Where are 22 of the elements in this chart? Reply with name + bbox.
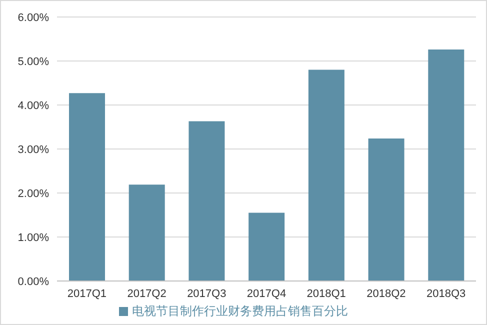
y-tick-label: 0.00% <box>18 276 50 288</box>
y-tick-label: 4.00% <box>18 100 50 112</box>
x-tick-label: 2018Q2 <box>366 288 406 300</box>
bar <box>308 70 344 281</box>
y-tick-label: 6.00% <box>18 12 50 24</box>
x-tick-label: 2017Q2 <box>127 288 166 300</box>
bar <box>428 50 464 281</box>
bar <box>248 212 285 281</box>
y-tick-label: 5.00% <box>18 56 50 68</box>
bar <box>188 121 225 281</box>
x-tick-label: 2018Q1 <box>306 288 346 300</box>
y-tick-label: 3.00% <box>18 144 50 156</box>
bar <box>368 138 404 281</box>
y-tick-label: 2.00% <box>18 188 50 200</box>
x-tick-label: 2018Q3 <box>426 288 466 300</box>
x-tick-label: 2017Q4 <box>246 288 286 300</box>
x-tick-label: 2017Q3 <box>187 288 226 300</box>
x-tick-label: 2017Q1 <box>67 288 107 300</box>
y-tick-label: 1.00% <box>18 232 50 244</box>
bar <box>128 184 165 281</box>
legend-label: 电视节目制作行业财务费用占销售百分比 <box>132 304 348 318</box>
bar <box>69 93 105 281</box>
